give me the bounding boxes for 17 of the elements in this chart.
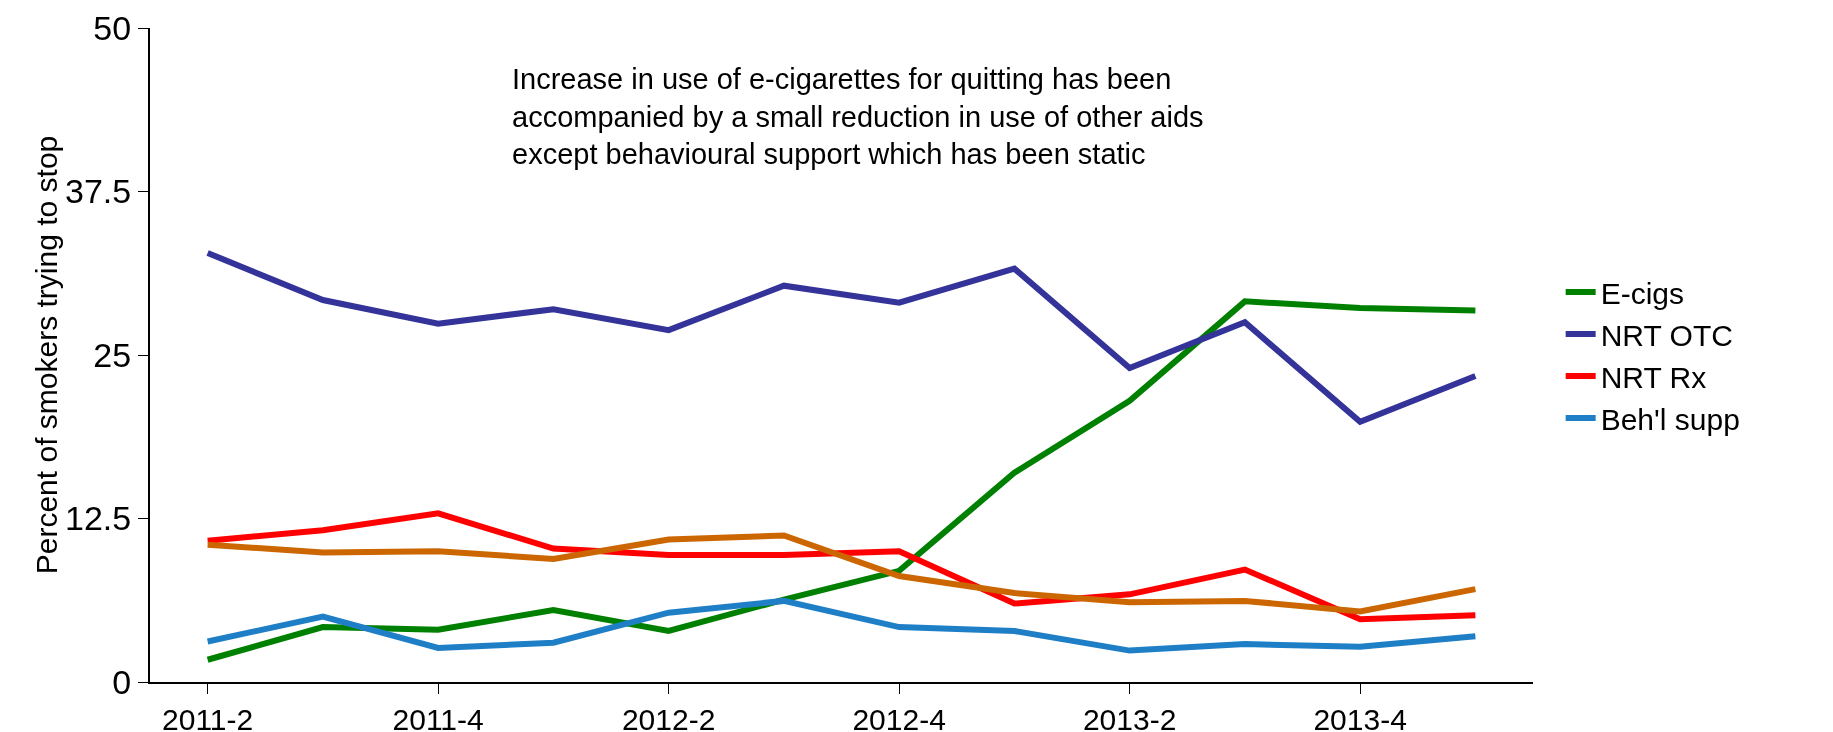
y-tick-label: 37.5 bbox=[65, 172, 132, 211]
legend-label: Beh'l supp bbox=[1600, 402, 1740, 436]
annotation: Increase in use of e-cigarettes for quitting has been accompanied by a small reduction in use of other aids except behavioural support which has been static bbox=[512, 63, 1204, 171]
x-tick-label: 2012-4 bbox=[852, 703, 946, 732]
y-tick-label: 25 bbox=[93, 335, 132, 374]
y-axis-title: Percent of smokers trying to stop bbox=[30, 135, 64, 575]
legend-label: NRT OTC bbox=[1600, 318, 1733, 352]
legend-label: E-cigs bbox=[1600, 276, 1685, 310]
x-tick-label: 2013-2 bbox=[1082, 703, 1177, 732]
y-tick-label: 0 bbox=[112, 662, 132, 701]
y-tick-label: 12.5 bbox=[65, 499, 132, 538]
x-tick-label: 2012-2 bbox=[621, 703, 716, 732]
legend-label: NRT Rx bbox=[1600, 360, 1707, 394]
x-tick-label: 2011-4 bbox=[392, 703, 484, 732]
x-tick-label: 2013-4 bbox=[1313, 703, 1407, 732]
x-tick-label: 2011-2 bbox=[162, 703, 254, 732]
y-tick-label: 50 bbox=[93, 8, 132, 47]
